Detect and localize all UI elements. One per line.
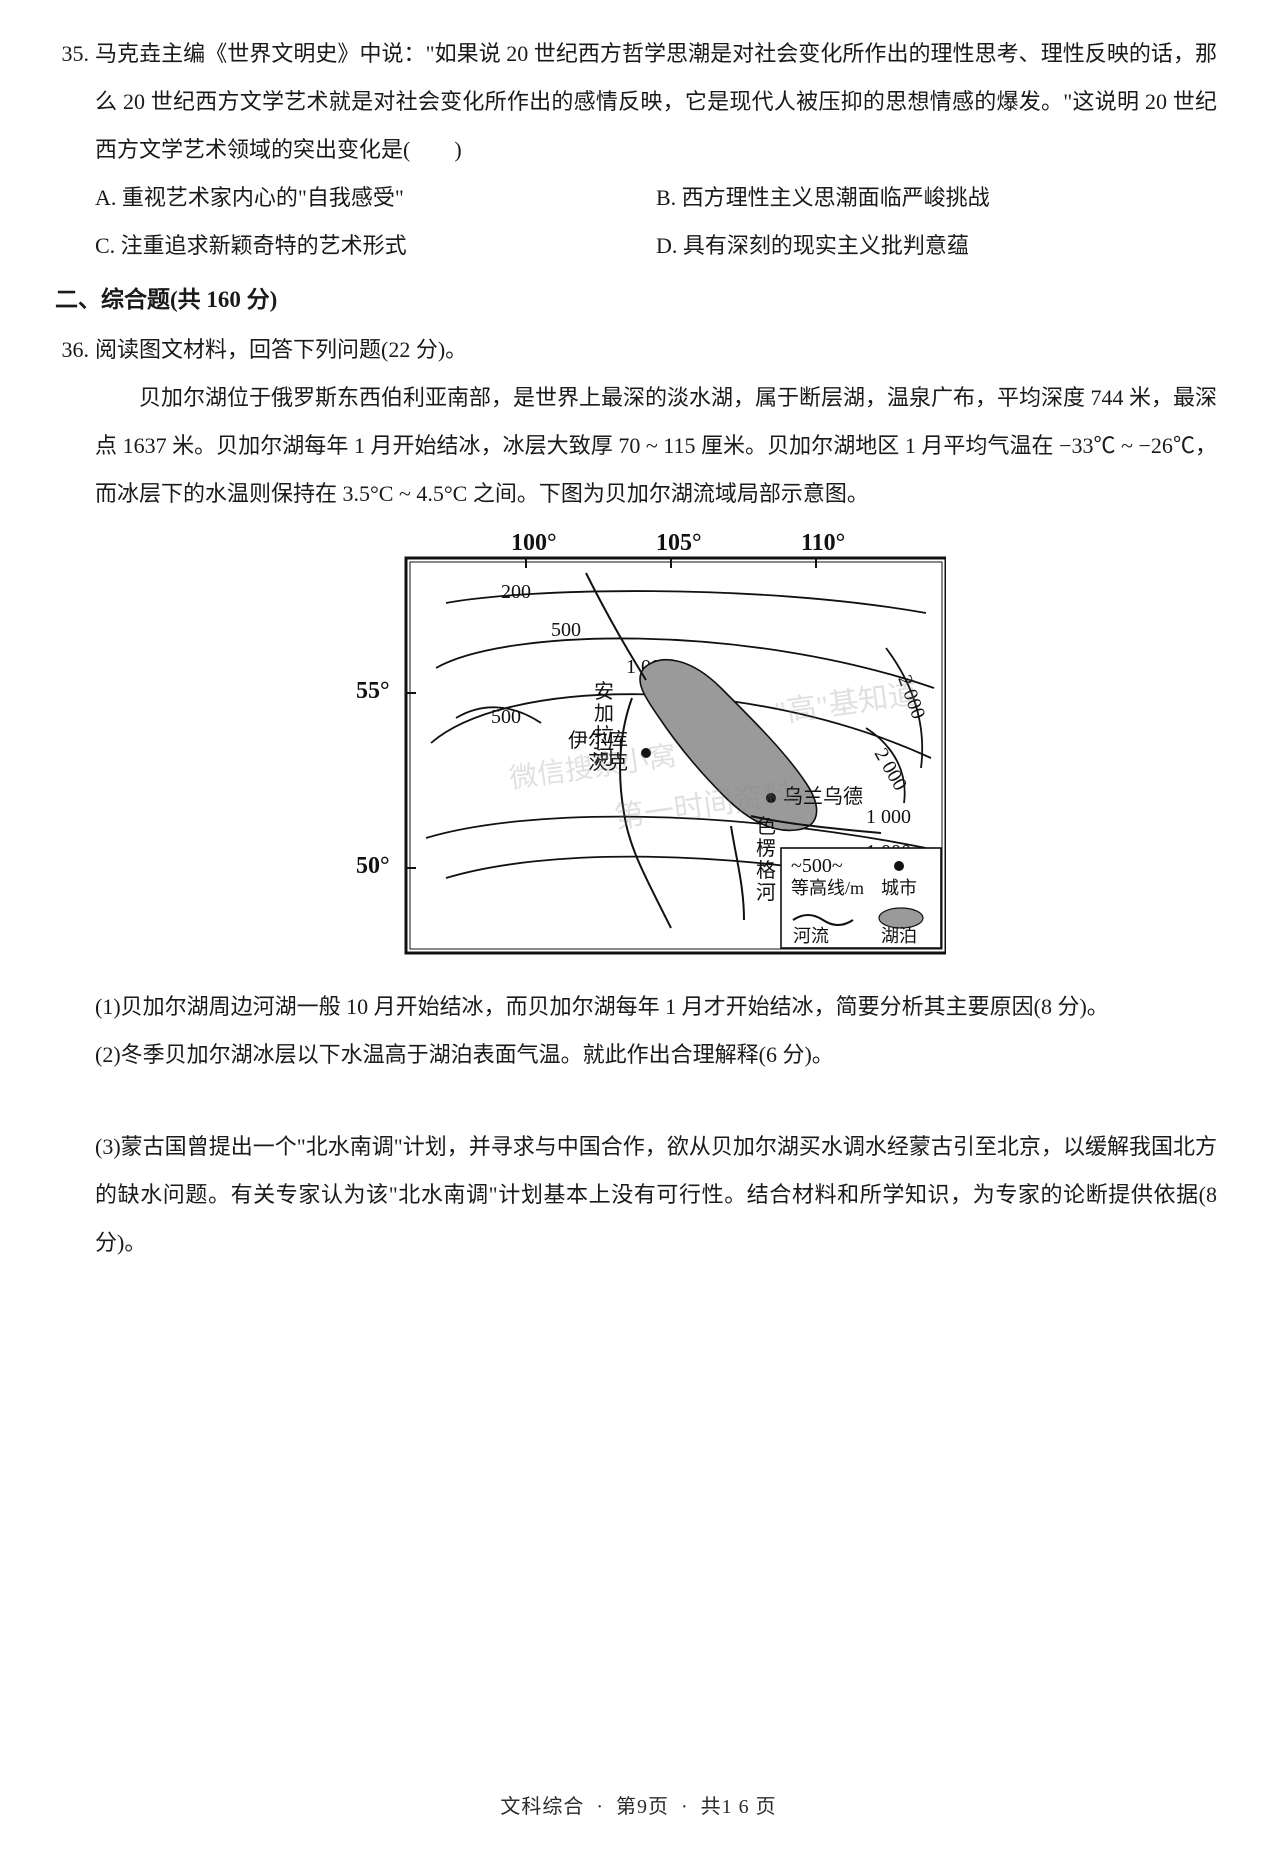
question-35: 35. 马克垚主编《世界文明史》中说："如果说 20 世纪西方哲学思潮是对社会变…: [55, 30, 1217, 270]
option-a: A. 重视艺术家内心的"自我感受": [95, 174, 656, 222]
footer-page: 第9页: [616, 1796, 669, 1818]
svg-text:等高线/m: 等高线/m: [791, 878, 864, 898]
dot-icon: ·: [596, 1796, 604, 1818]
svg-text:安: 安: [594, 680, 614, 703]
option-b: B. 西方理性主义思潮面临严峻挑战: [656, 174, 1217, 222]
svg-text:格: 格: [756, 859, 776, 882]
svg-text:乌兰乌德: 乌兰乌德: [783, 785, 863, 808]
svg-text:~500~: ~500~: [791, 855, 843, 877]
svg-text:100°: 100°: [511, 530, 557, 556]
section-title: 二、综合题(共 160 分): [55, 276, 1217, 324]
svg-text:500: 500: [551, 619, 581, 641]
option-c: C. 注重追求新颖奇特的艺术形式: [95, 222, 656, 270]
svg-text:55°: 55°: [356, 678, 390, 704]
svg-text:500: 500: [491, 706, 521, 728]
dot-icon: ·: [681, 1796, 689, 1818]
sub-question-3: (3)蒙古国曾提出一个"北水南调"计划，并寻求与中国合作，欲从贝加尔湖买水调水经…: [55, 1123, 1217, 1267]
svg-text:色: 色: [756, 815, 776, 838]
svg-text:楞: 楞: [756, 837, 776, 860]
page-footer: 文科综合 · 第9页 · 共1 6 页: [0, 1790, 1277, 1819]
baikal-map-svg: 100°105°110°55°50°2005001 0002 0005001 0…: [326, 528, 946, 958]
svg-text:50°: 50°: [356, 853, 390, 879]
map-figure: 100°105°110°55°50°2005001 0002 0005001 0…: [55, 528, 1217, 963]
svg-text:河流: 河流: [793, 926, 829, 946]
footer-subject: 文科综合: [500, 1796, 584, 1818]
svg-text:200: 200: [501, 581, 531, 603]
svg-text:加: 加: [594, 702, 614, 725]
svg-text:110°: 110°: [801, 530, 845, 556]
question-number: 36.: [55, 326, 95, 374]
question-material: 贝加尔湖位于俄罗斯东西伯利亚南部，是世界上最深的淡水湖，属于断层湖，温泉广布，平…: [55, 374, 1217, 518]
svg-text:1 000: 1 000: [866, 806, 911, 828]
svg-text:河: 河: [756, 881, 776, 904]
question-options: A. 重视艺术家内心的"自我感受" B. 西方理性主义思潮面临严峻挑战 C. 注…: [55, 174, 1217, 270]
svg-text:105°: 105°: [656, 530, 702, 556]
question-stem: 马克垚主编《世界文明史》中说："如果说 20 世纪西方哲学思潮是对社会变化所作出…: [95, 30, 1217, 174]
footer-total: 共1 6 页: [701, 1796, 777, 1818]
option-d: D. 具有深刻的现实主义批判意蕴: [656, 222, 1217, 270]
question-number: 35.: [55, 30, 95, 78]
question-intro: 阅读图文材料，回答下列问题(22 分)。: [95, 326, 1217, 374]
sub-question-1: (1)贝加尔湖周边河湖一般 10 月开始结冰，而贝加尔湖每年 1 月才开始结冰，…: [55, 983, 1217, 1031]
sub-question-2: (2)冬季贝加尔湖冰层以下水温高于湖泊表面气温。就此作出合理解释(6 分)。: [55, 1031, 1217, 1079]
svg-text:湖泊: 湖泊: [881, 926, 917, 946]
material-text: 贝加尔湖位于俄罗斯东西伯利亚南部，是世界上最深的淡水湖，属于断层湖，温泉广布，平…: [95, 374, 1217, 518]
svg-text:城市: 城市: [881, 878, 917, 898]
question-36: 36. 阅读图文材料，回答下列问题(22 分)。 贝加尔湖位于俄罗斯东西伯利亚南…: [55, 326, 1217, 1267]
